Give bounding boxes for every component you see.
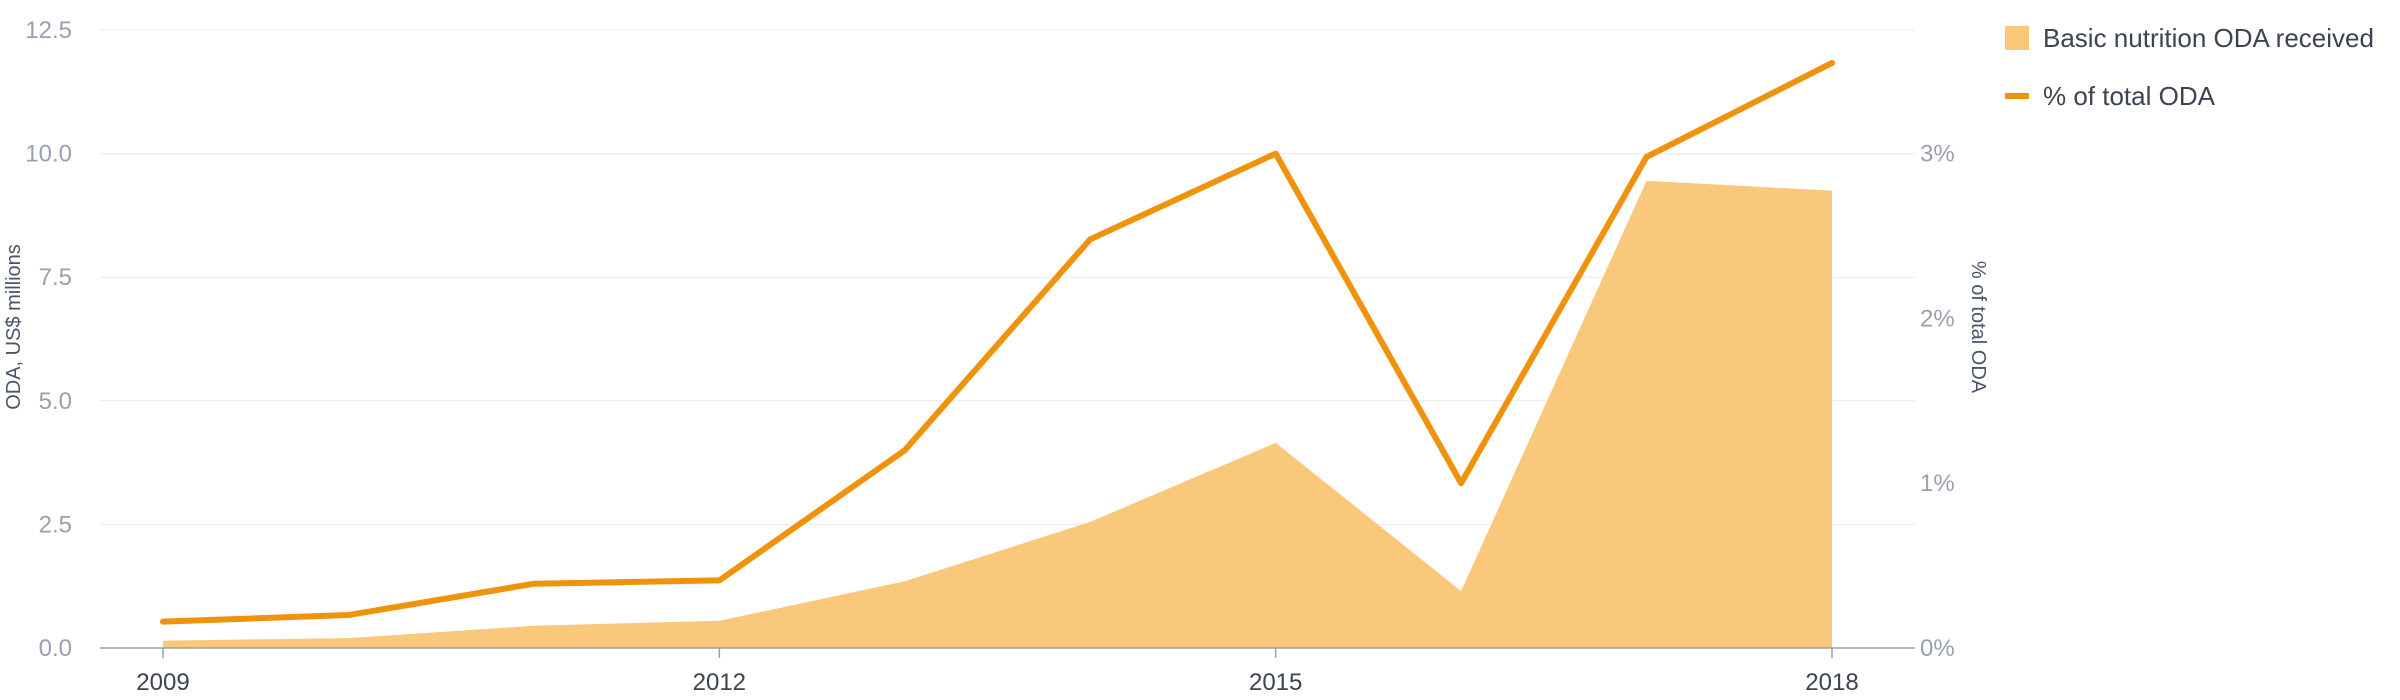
legend-label-line: % of total ODA bbox=[2043, 80, 2215, 111]
y-left-tick-label-5: 12.5 bbox=[25, 17, 72, 44]
legend-item-line[interactable]: % of total ODA bbox=[2005, 72, 2374, 120]
x-axis-ticks: 2009 2012 2015 2018 bbox=[136, 648, 1859, 696]
y-left-axis-ticks: 0.0 2.5 5.0 7.5 10.0 12.5 bbox=[25, 17, 72, 662]
line-series bbox=[160, 59, 1835, 625]
y-right-tick-label-0: 0% bbox=[1920, 635, 1955, 662]
legend: Basic nutrition ODA received % of total … bbox=[2005, 14, 2374, 130]
series-line-path bbox=[160, 59, 1835, 625]
y-right-tick-label-1: 1% bbox=[1920, 470, 1955, 497]
y-left-tick-label-2: 5.0 bbox=[39, 388, 72, 415]
y-right-tick-label-3: 3% bbox=[1920, 141, 1955, 168]
y-left-tick-label-3: 7.5 bbox=[39, 264, 72, 291]
x-tick-label-3: 2018 bbox=[1805, 669, 1858, 696]
area-fill bbox=[163, 180, 1832, 649]
x-tick-label-0: 2009 bbox=[136, 669, 189, 696]
y-left-tick-label-1: 2.5 bbox=[39, 511, 72, 538]
legend-swatch-area bbox=[2005, 26, 2029, 50]
y-right-axis-ticks: 0% 1% 2% 3% bbox=[1920, 141, 1955, 662]
legend-label-area: Basic nutrition ODA received bbox=[2043, 22, 2374, 53]
legend-item-area[interactable]: Basic nutrition ODA received bbox=[2005, 14, 2374, 62]
legend-swatch-line bbox=[2005, 93, 2029, 99]
y-right-tick-label-2: 2% bbox=[1920, 305, 1955, 332]
y-left-tick-label-0: 0.0 bbox=[39, 635, 72, 662]
y-left-axis-title: ODA, US$ millions bbox=[3, 244, 25, 410]
x-tick-label-1: 2012 bbox=[693, 669, 746, 696]
x-tick-label-2: 2015 bbox=[1249, 669, 1302, 696]
area-series bbox=[163, 180, 1832, 649]
y-left-tick-label-4: 10.0 bbox=[25, 141, 72, 168]
y-right-axis-title: % of total ODA bbox=[1967, 261, 1989, 394]
